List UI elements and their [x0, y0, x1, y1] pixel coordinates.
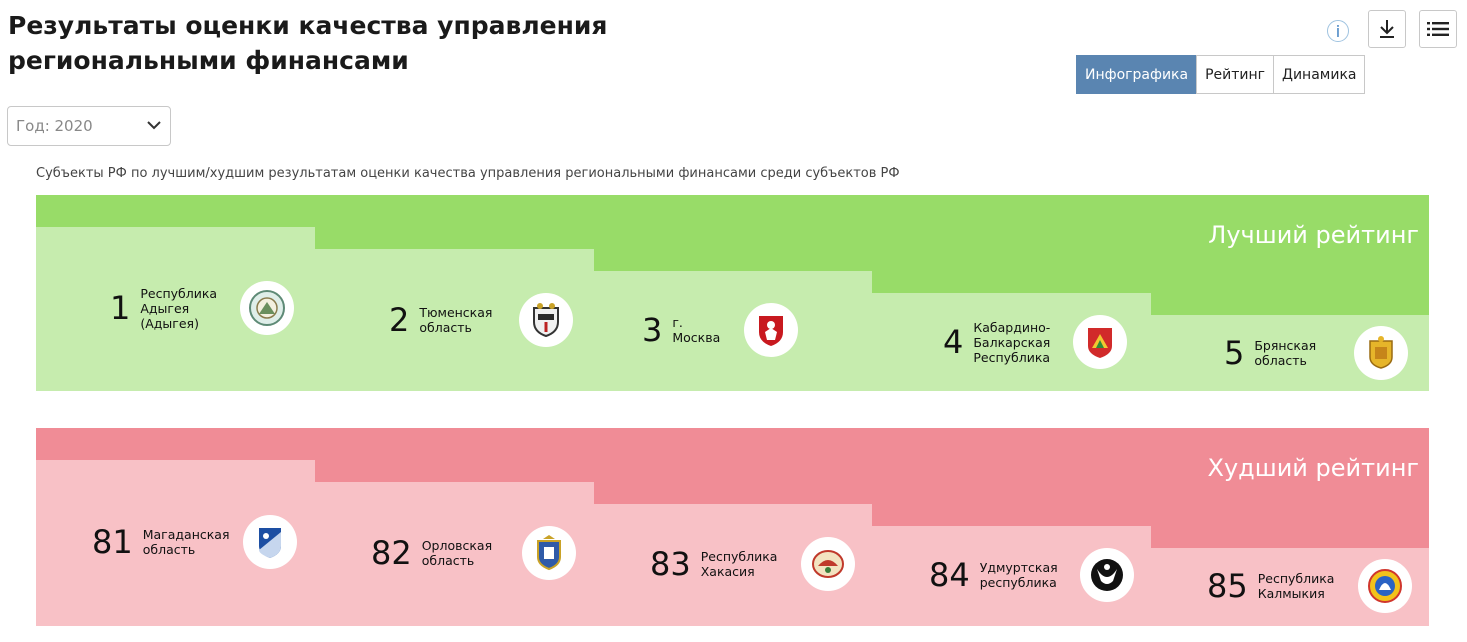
rating-item[interactable]: 83 Республика Хакасия [650, 537, 855, 591]
step [593, 271, 872, 391]
region-name: Магаданская область [142, 527, 230, 557]
region-name: Удмуртская республика [979, 560, 1058, 590]
rating-item[interactable]: 2 Тюменская область [389, 293, 574, 347]
rank-number: 81 [92, 523, 133, 561]
year-select[interactable]: Год: 2020 [7, 106, 171, 146]
adygea-emblem-icon [240, 281, 295, 335]
info-icon[interactable]: i [1327, 20, 1349, 42]
udmurtia-emblem-icon [1079, 548, 1134, 602]
kabardino-balkaria-emblem-icon [1073, 315, 1128, 369]
menu-button[interactable] [1419, 10, 1457, 48]
rank-number: 85 [1207, 567, 1248, 605]
worst-rating-panel: Худший рейтинг 81 Магаданская область 82… [36, 428, 1429, 626]
rank-number: 4 [943, 323, 964, 361]
magadan-emblem-icon [242, 515, 297, 569]
year-select-value: Год: 2020 [16, 117, 93, 135]
rating-item[interactable]: 84 Удмуртская республика [929, 548, 1134, 602]
chevron-down-icon [147, 121, 161, 130]
kalmykia-emblem-icon [1357, 559, 1412, 613]
page-title: Результаты оценки качества управления ре… [8, 11, 608, 75]
rank-number: 83 [650, 545, 691, 583]
tyumen-emblem-icon [519, 293, 574, 347]
best-rating-panel: Лучший рейтинг 1 Республика Адыгея (Адыг… [36, 195, 1429, 391]
rating-item[interactable]: 4 Кабардино-Балкарская Республика [943, 315, 1128, 369]
rank-number: 84 [929, 556, 970, 594]
region-name: Республика Адыгея (Адыгея) [140, 285, 218, 331]
rank-number: 5 [1224, 334, 1245, 372]
worst-rating-label: Худший рейтинг [1207, 454, 1420, 482]
rank-number: 3 [642, 311, 663, 349]
moscow-emblem-icon [744, 303, 799, 357]
tab-rating[interactable]: Рейтинг [1196, 55, 1275, 94]
rating-item[interactable]: 81 Магаданская область [92, 515, 297, 569]
region-name: Брянская область [1254, 338, 1317, 368]
oryol-emblem-icon [521, 526, 576, 580]
best-rating-label: Лучший рейтинг [1208, 221, 1419, 249]
rating-item[interactable]: 1 Республика Адыгея (Адыгея) [110, 281, 295, 335]
rank-number: 2 [389, 301, 410, 339]
rating-item[interactable]: 5 Брянская область [1224, 326, 1409, 380]
region-name: Кабардино-Балкарская Республика [973, 319, 1051, 365]
download-icon [1380, 20, 1394, 38]
khakassia-emblem-icon [800, 537, 855, 591]
infographic-subtitle: Субъекты РФ по лучшим/худшим результатам… [36, 166, 900, 181]
rank-number: 82 [371, 534, 412, 572]
bryansk-emblem-icon [1354, 326, 1409, 380]
region-name: Тюменская область [419, 305, 493, 335]
tab-infographic[interactable]: Инфографика [1076, 55, 1198, 94]
rating-item[interactable]: 85 Республика Калмыкия [1207, 559, 1412, 613]
tab-dynamics[interactable]: Динамика [1273, 55, 1366, 94]
region-name: г. Москва [672, 315, 721, 345]
rating-item[interactable]: 82 Орловская область [371, 526, 576, 580]
rating-item[interactable]: 3 г. Москва [642, 303, 799, 357]
region-name: Республика Калмыкия [1257, 571, 1335, 601]
rank-number: 1 [110, 289, 131, 327]
view-tabs: Инфографика Рейтинг Динамика [1076, 55, 1366, 94]
download-button[interactable] [1368, 10, 1406, 48]
region-name: Орловская область [421, 538, 493, 568]
menu-icon [1427, 22, 1449, 36]
region-name: Республика Хакасия [700, 549, 778, 579]
